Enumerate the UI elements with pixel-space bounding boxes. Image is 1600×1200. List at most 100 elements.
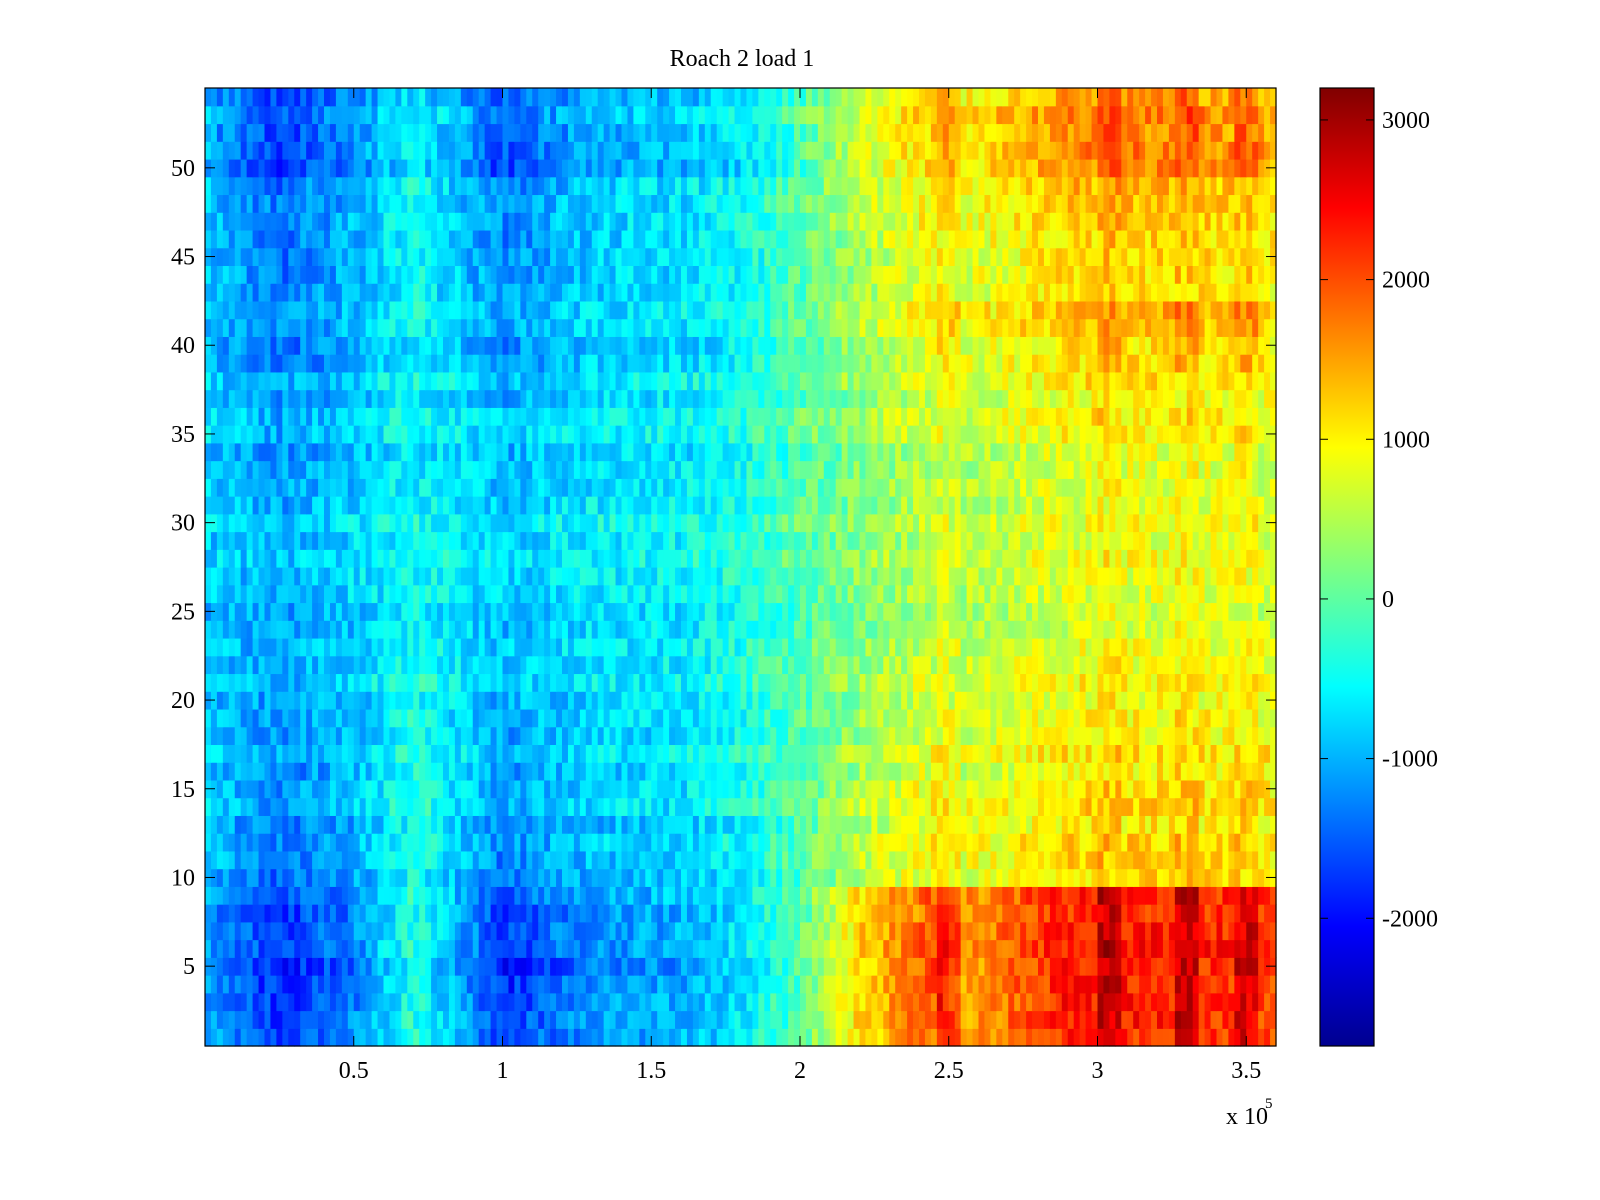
heatmap-cell [591, 975, 599, 994]
heatmap-cell [252, 602, 260, 621]
heatmap-cell [401, 815, 408, 834]
heatmap-cell [740, 921, 748, 941]
heatmap-cell [591, 584, 599, 604]
heatmap-cell [1049, 744, 1057, 763]
heatmap-cell [1020, 975, 1027, 994]
heatmap-cell [681, 762, 688, 781]
heatmap-cell [573, 567, 581, 586]
heatmap-cell [228, 833, 236, 852]
heatmap-cell [835, 762, 843, 781]
heatmap-cell [704, 815, 712, 834]
heatmap-cell [615, 1010, 623, 1029]
heatmap-cell [663, 1028, 670, 1047]
heatmap-cell [1085, 1028, 1093, 1047]
heatmap-cell [597, 637, 605, 657]
heatmap-cell [1085, 904, 1093, 923]
heatmap-cell [948, 797, 956, 816]
heatmap-cell [800, 921, 807, 941]
heatmap-cell [901, 762, 908, 781]
heatmap-cell [716, 992, 724, 1012]
heatmap-cell [823, 815, 831, 834]
heatmap-cell [407, 691, 414, 710]
heatmap-cell [1133, 850, 1140, 870]
heatmap-cell [811, 726, 819, 746]
heatmap-cell [216, 602, 224, 621]
heatmap-cell [835, 939, 843, 958]
heatmap-cell [276, 602, 283, 621]
heatmap-cell [853, 708, 861, 728]
heatmap-cell [913, 779, 920, 799]
heatmap-cell [532, 549, 539, 568]
heatmap-cell [478, 815, 486, 834]
heatmap-cell [484, 744, 492, 763]
heatmap-cell [306, 744, 313, 763]
heatmap-cell [234, 904, 242, 923]
heatmap-cell [472, 620, 480, 639]
heatmap-cell [984, 921, 991, 941]
heatmap-cell [1008, 779, 1015, 799]
heatmap-cell [960, 975, 968, 994]
heatmap-cell [389, 833, 396, 852]
heatmap-cell [752, 1028, 759, 1047]
heatmap-cell [627, 939, 634, 958]
heatmap-cell [746, 691, 753, 710]
heatmap-cell [1026, 708, 1033, 728]
heatmap-cell [704, 708, 712, 728]
heatmap-cell [698, 975, 706, 994]
heatmap-cell [335, 921, 343, 941]
heatmap-cell [805, 975, 813, 994]
heatmap-cell [1180, 921, 1188, 941]
heatmap-cell [401, 797, 408, 816]
heatmap-cell [270, 744, 277, 763]
heatmap-cell [478, 797, 486, 816]
heatmap-cell [1079, 584, 1087, 604]
heatmap-cell [466, 673, 474, 692]
heatmap-cell [460, 850, 468, 870]
heatmap-cell [692, 708, 700, 728]
heatmap-cell [407, 708, 414, 728]
heatmap-cell [817, 708, 825, 728]
heatmap-cell [1049, 833, 1057, 852]
heatmap-cell [216, 797, 224, 816]
heatmap-cell [829, 655, 837, 675]
heatmap-cell [776, 1010, 783, 1029]
heatmap-cell [1186, 762, 1194, 781]
heatmap-cell [692, 957, 700, 976]
heatmap-cell [407, 868, 414, 887]
heatmap-cell [615, 904, 623, 923]
heatmap-cell [704, 957, 712, 976]
heatmap-cell [692, 886, 700, 905]
heatmap-cell [258, 886, 266, 905]
heatmap-cell [1210, 904, 1218, 923]
heatmap-cell [704, 868, 712, 887]
heatmap-cell [853, 886, 861, 905]
heatmap-cell [1252, 726, 1259, 746]
heatmap-cell [1061, 584, 1069, 604]
heatmap-cell [752, 957, 759, 976]
heatmap-cell [234, 691, 242, 710]
heatmap-cell [1127, 744, 1134, 763]
heatmap-cell [1228, 584, 1235, 604]
heatmap-cell [205, 549, 212, 568]
heatmap-cell [1228, 797, 1235, 816]
heatmap-cell [353, 1010, 361, 1029]
heatmap-cell [698, 691, 706, 710]
heatmap-cell [942, 904, 950, 923]
heatmap-cell [300, 957, 307, 976]
heatmap-cell [1055, 655, 1063, 675]
heatmap-cell [1067, 708, 1075, 728]
heatmap-cell [817, 868, 825, 887]
heatmap-cell [692, 992, 700, 1012]
heatmap-cell [1103, 655, 1110, 675]
heatmap-cell [312, 904, 319, 923]
heatmap-cell [734, 708, 742, 728]
heatmap-cell [1002, 779, 1009, 799]
heatmap-cell [960, 992, 968, 1012]
heatmap-cell [585, 833, 593, 852]
heatmap-cell [746, 779, 753, 799]
heatmap-cell [621, 549, 629, 568]
heatmap-cell [591, 637, 599, 657]
heatmap-cell [1186, 957, 1194, 976]
heatmap-cell [478, 673, 486, 692]
heatmap-cell [240, 939, 248, 958]
